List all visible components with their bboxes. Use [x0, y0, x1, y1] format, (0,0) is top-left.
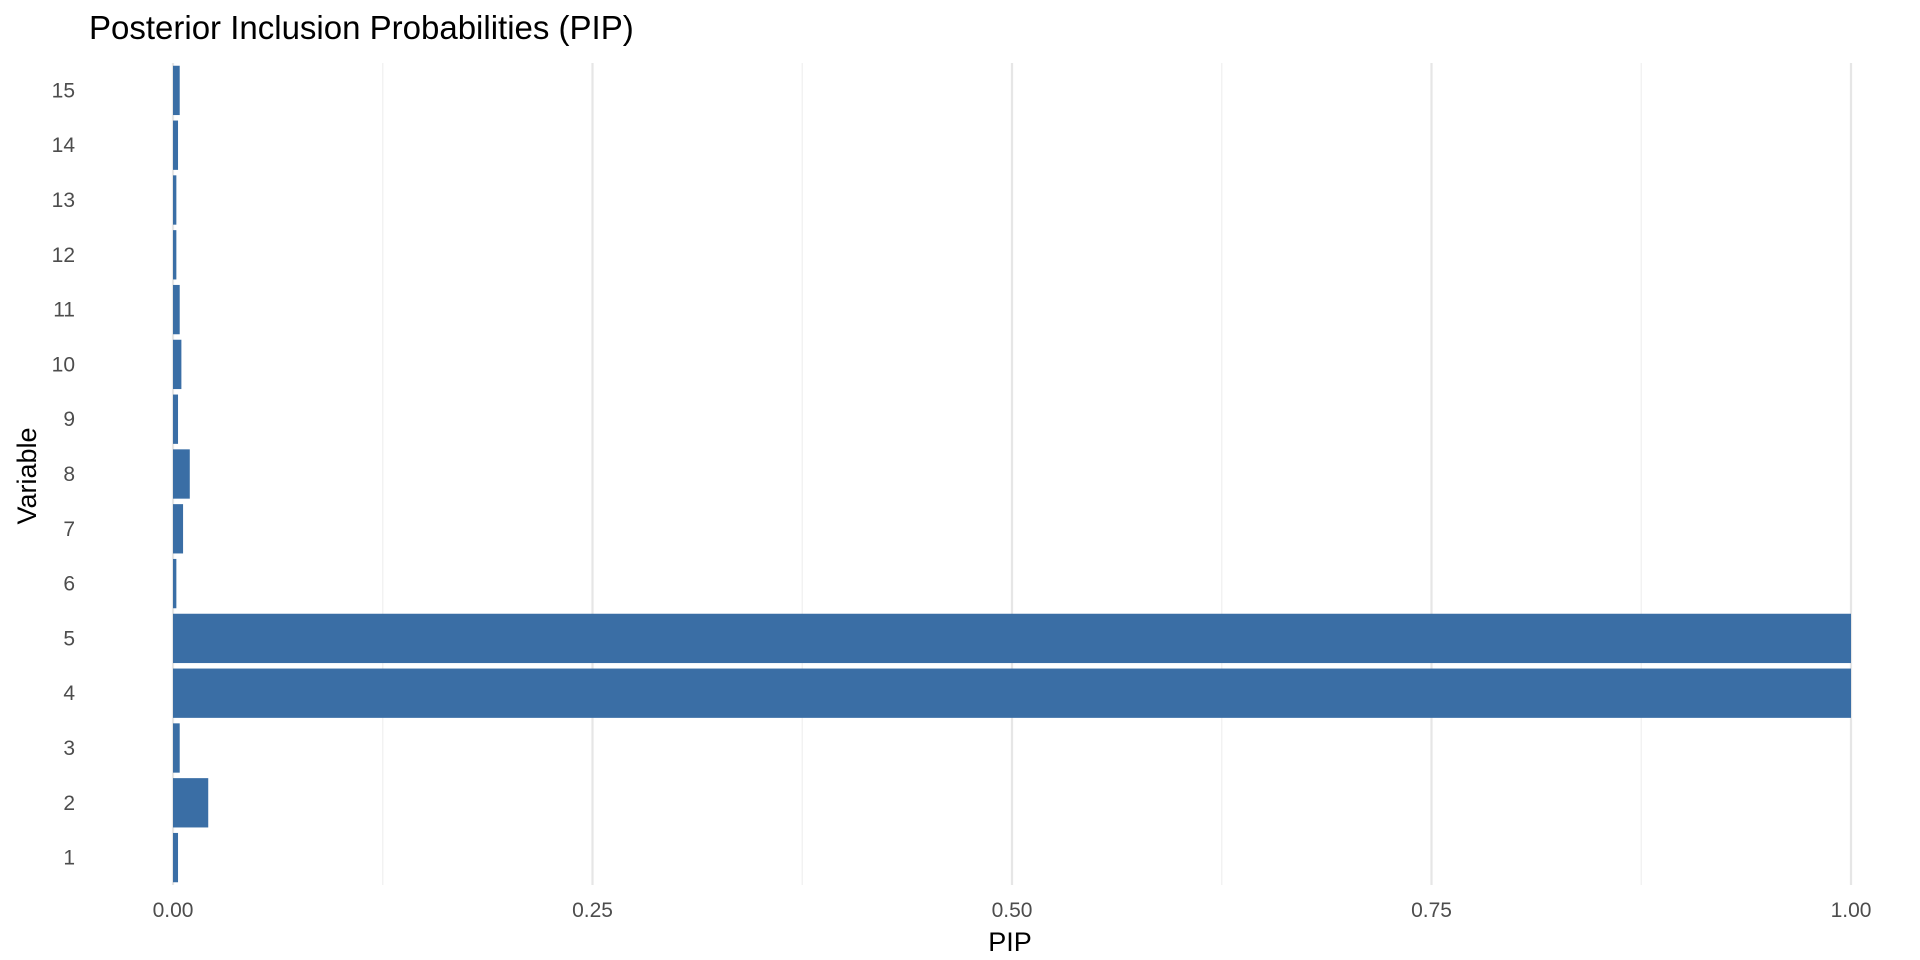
- y-tick-label: 9: [63, 408, 75, 431]
- y-tick-label: 15: [52, 79, 75, 102]
- x-tick-label: 1.00: [1831, 899, 1872, 922]
- chart-title: Posterior Inclusion Probabilities (PIP): [89, 9, 634, 46]
- y-tick-label: 4: [63, 682, 75, 705]
- bar-variable-8: [173, 449, 190, 499]
- bar-variable-5: [173, 613, 1851, 664]
- y-tick-label: 10: [52, 353, 75, 376]
- y-tick-label: 5: [63, 627, 75, 650]
- y-tick-label: 2: [63, 792, 75, 815]
- y-tick-label: 14: [52, 134, 76, 157]
- y-tick-label: 7: [63, 518, 75, 541]
- x-tick-labels: 0.00 0.25 0.50 0.75 1.00: [153, 899, 1872, 922]
- bar-variable-6: [173, 558, 177, 609]
- y-tick-label: 1: [63, 847, 75, 870]
- bar-variable-14: [173, 120, 179, 170]
- bar-variable-11: [173, 284, 180, 335]
- bar-variable-7: [173, 504, 184, 554]
- bar-variable-3: [173, 723, 180, 773]
- bar-variable-4: [173, 668, 1851, 718]
- bar-variable-2: [173, 778, 209, 828]
- y-tick-label: 12: [52, 244, 75, 267]
- y-tick-label: 3: [63, 737, 75, 760]
- bar-variable-9: [173, 394, 179, 444]
- bar-variable-1: [173, 832, 179, 883]
- bars: [173, 65, 1851, 883]
- bar-variable-13: [173, 175, 177, 225]
- x-tick-label: 0.25: [572, 899, 613, 922]
- y-tick-label: 13: [52, 189, 75, 212]
- y-tick-label: 8: [63, 463, 75, 486]
- bar-variable-10: [173, 339, 182, 390]
- x-tick-label: 0.50: [992, 899, 1033, 922]
- grid-lines: [171, 63, 1853, 885]
- x-tick-label: 0.00: [153, 899, 194, 922]
- bar-variable-15: [173, 65, 180, 116]
- y-tick-label: 11: [53, 299, 75, 322]
- y-axis-title: Variable: [12, 427, 42, 524]
- bar-variable-12: [173, 230, 177, 280]
- x-tick-label: 0.75: [1411, 899, 1452, 922]
- y-tick-label: 6: [63, 573, 75, 596]
- x-axis-title: PIP: [988, 927, 1032, 957]
